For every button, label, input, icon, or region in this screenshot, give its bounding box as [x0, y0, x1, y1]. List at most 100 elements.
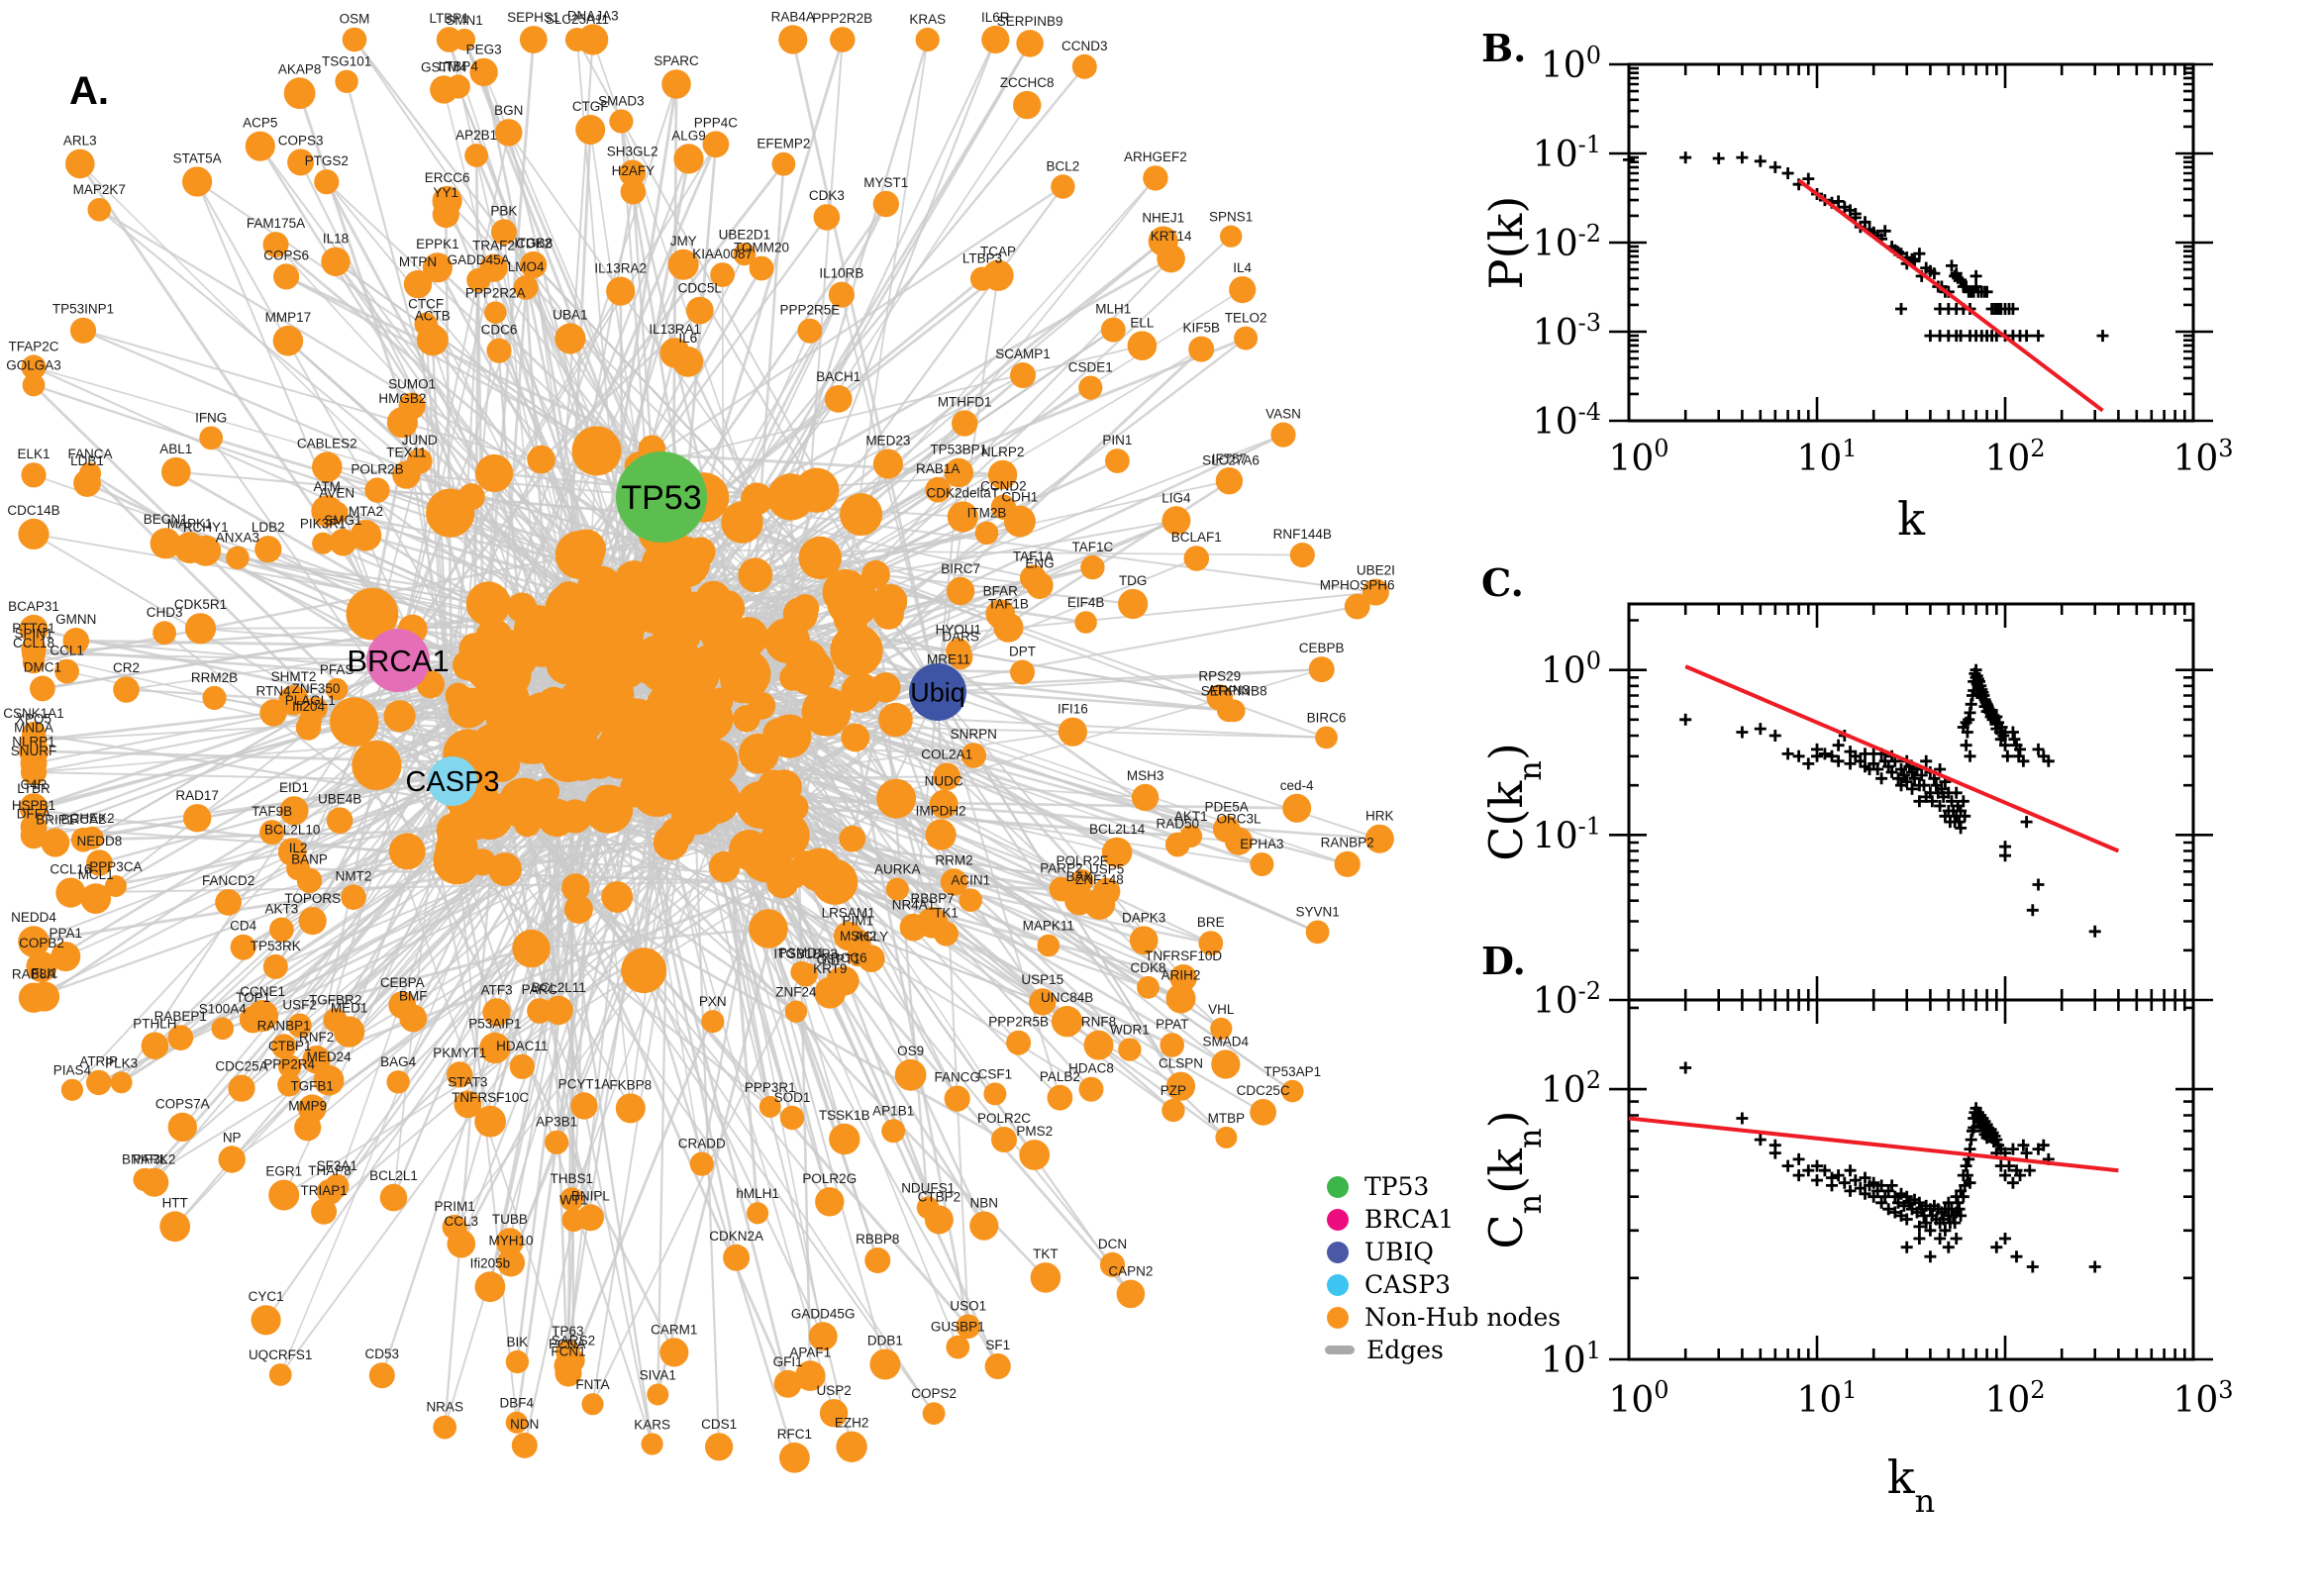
network-edge: [316, 691, 939, 1061]
network-node: [314, 169, 340, 195]
network-node-label: THBS1: [551, 1171, 594, 1186]
network-node-label: ENG: [1025, 556, 1054, 571]
legend: TP53 BRCA1 UBIQ CASP3 Non-Hub nodes Edges: [1325, 1170, 1561, 1366]
network-edge: [397, 132, 510, 661]
panel-d-label: D.: [1481, 939, 1526, 983]
y-axis-title: C(kn): [1479, 743, 1549, 861]
network-node-label: SMAD3: [598, 93, 645, 108]
tick-label: 102: [1984, 435, 2045, 479]
tick-label: 101: [1796, 435, 1857, 479]
network-node: [960, 743, 987, 768]
network-node: [1215, 467, 1244, 495]
network-node-label: SNRPN: [951, 727, 997, 742]
network-node-label: SCAMP1: [995, 347, 1051, 361]
network-node-label: PTHLH: [133, 1017, 176, 1032]
network-node: [733, 243, 757, 266]
network-node-label: AP3B1: [536, 1115, 577, 1130]
network-node: [1198, 931, 1224, 955]
network-node-label: hMLH1: [736, 1186, 779, 1201]
network-node-label: CCL16: [50, 862, 91, 877]
network-node-label: ITM2B: [967, 506, 1007, 521]
network-node-label: RPS29: [1198, 668, 1241, 683]
network-node: [1129, 926, 1159, 955]
network-node: [771, 151, 796, 176]
network-node: [1308, 656, 1335, 683]
network-node-label: Ifi204: [292, 699, 326, 714]
network-node-label: SARS2: [552, 1334, 595, 1348]
network-edge: [354, 39, 794, 679]
network-node: [778, 25, 808, 54]
network-node: [218, 1146, 246, 1173]
network-node-label: PARK2: [133, 1152, 175, 1167]
network-node-label: PLAGL1: [285, 693, 336, 708]
network-node: [1006, 1030, 1032, 1055]
network-node: [30, 675, 55, 702]
network-node: [297, 1094, 327, 1123]
network-node: [1334, 850, 1361, 877]
network-node-label: TOP1: [236, 990, 270, 1005]
network-node-label: LRSAM1: [822, 906, 875, 921]
network-node-label: KIF5B: [1182, 321, 1220, 336]
network-node-label: ITGB1BP3: [773, 947, 838, 961]
network-node: [190, 535, 222, 566]
network-node-label: HDAC8: [1068, 1061, 1114, 1076]
network-node: [87, 198, 112, 222]
network-node-label: BCL2: [1047, 158, 1080, 173]
network-node: [808, 1322, 838, 1351]
network-node: [447, 1229, 476, 1258]
network-node: [791, 594, 820, 623]
legend-item-ubiq: UBIQ: [1327, 1236, 1561, 1268]
network-node: [446, 74, 470, 99]
network-node: [839, 825, 866, 852]
network-node: [325, 677, 349, 701]
network-node: [422, 252, 453, 283]
network-node-label: ELL: [1130, 315, 1155, 330]
network-node: [581, 1393, 604, 1416]
network-node-label: CDK2: [516, 237, 552, 251]
network-node-label: TOPORS: [284, 891, 341, 906]
legend-label: CASP3: [1364, 1270, 1452, 1299]
network-node: [511, 1432, 538, 1458]
plot-frame: [1627, 998, 2195, 1361]
network-node: [738, 557, 773, 593]
network-node: [721, 648, 771, 699]
network-node: [705, 1433, 734, 1461]
network-node-label: CCL18: [13, 636, 54, 650]
network-node: [1047, 1084, 1073, 1111]
network-node: [1143, 165, 1168, 191]
network-node: [1162, 1098, 1185, 1123]
network-node: [475, 453, 514, 493]
network-node-label: RBBP7: [911, 891, 955, 906]
network-node-label: MAPK11: [1023, 919, 1074, 934]
network-node-label: LTBP4: [439, 58, 479, 73]
network-node: [350, 520, 382, 551]
network-node-label: TNFRSF10D: [1145, 948, 1222, 963]
network-node: [1012, 90, 1042, 120]
network-node: [983, 1082, 1007, 1106]
network-node-label: CDKN2A: [709, 1229, 763, 1244]
network-node-label: NHEJ1: [1142, 211, 1184, 226]
network-node-label: MED23: [865, 434, 910, 449]
network-node: [259, 820, 285, 846]
network-node-label: BACH1: [816, 369, 860, 384]
network-node: [829, 1123, 860, 1155]
legend-label: UBIQ: [1364, 1238, 1434, 1266]
legend-item-edges: Edges: [1325, 1334, 1561, 1366]
network-node: [813, 204, 841, 231]
edge-swatch-icon: [1325, 1346, 1355, 1354]
network-node: [779, 1105, 805, 1131]
network-node: [647, 1383, 669, 1406]
network-node: [1016, 30, 1044, 57]
network-edge: [639, 345, 1143, 467]
network-node-label: TSSK1B: [819, 1108, 870, 1123]
network-node-label: USP2: [816, 1383, 851, 1398]
plot-frame: [1627, 602, 2195, 1002]
network-node-label: ATRIP: [79, 1054, 118, 1069]
network-node-label: TDG: [1119, 573, 1148, 588]
node-swatch-icon: [1327, 1273, 1349, 1296]
network-node-label: ORC3L: [1216, 812, 1262, 827]
network-node-label: SERPINB8: [1201, 684, 1267, 699]
network-node: [990, 494, 1017, 520]
network-node-label: CABLES2: [297, 436, 357, 450]
network-node: [484, 689, 535, 740]
